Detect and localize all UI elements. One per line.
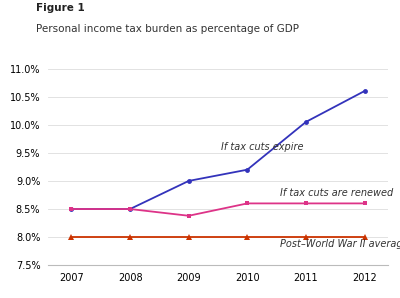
Text: Post–World War II average: Post–World War II average — [280, 239, 400, 249]
Text: If tax cuts are renewed: If tax cuts are renewed — [280, 188, 393, 198]
Text: If tax cuts expire: If tax cuts expire — [221, 142, 304, 152]
Text: Personal income tax burden as percentage of GDP: Personal income tax burden as percentage… — [36, 24, 299, 34]
Text: Figure 1: Figure 1 — [36, 3, 85, 13]
